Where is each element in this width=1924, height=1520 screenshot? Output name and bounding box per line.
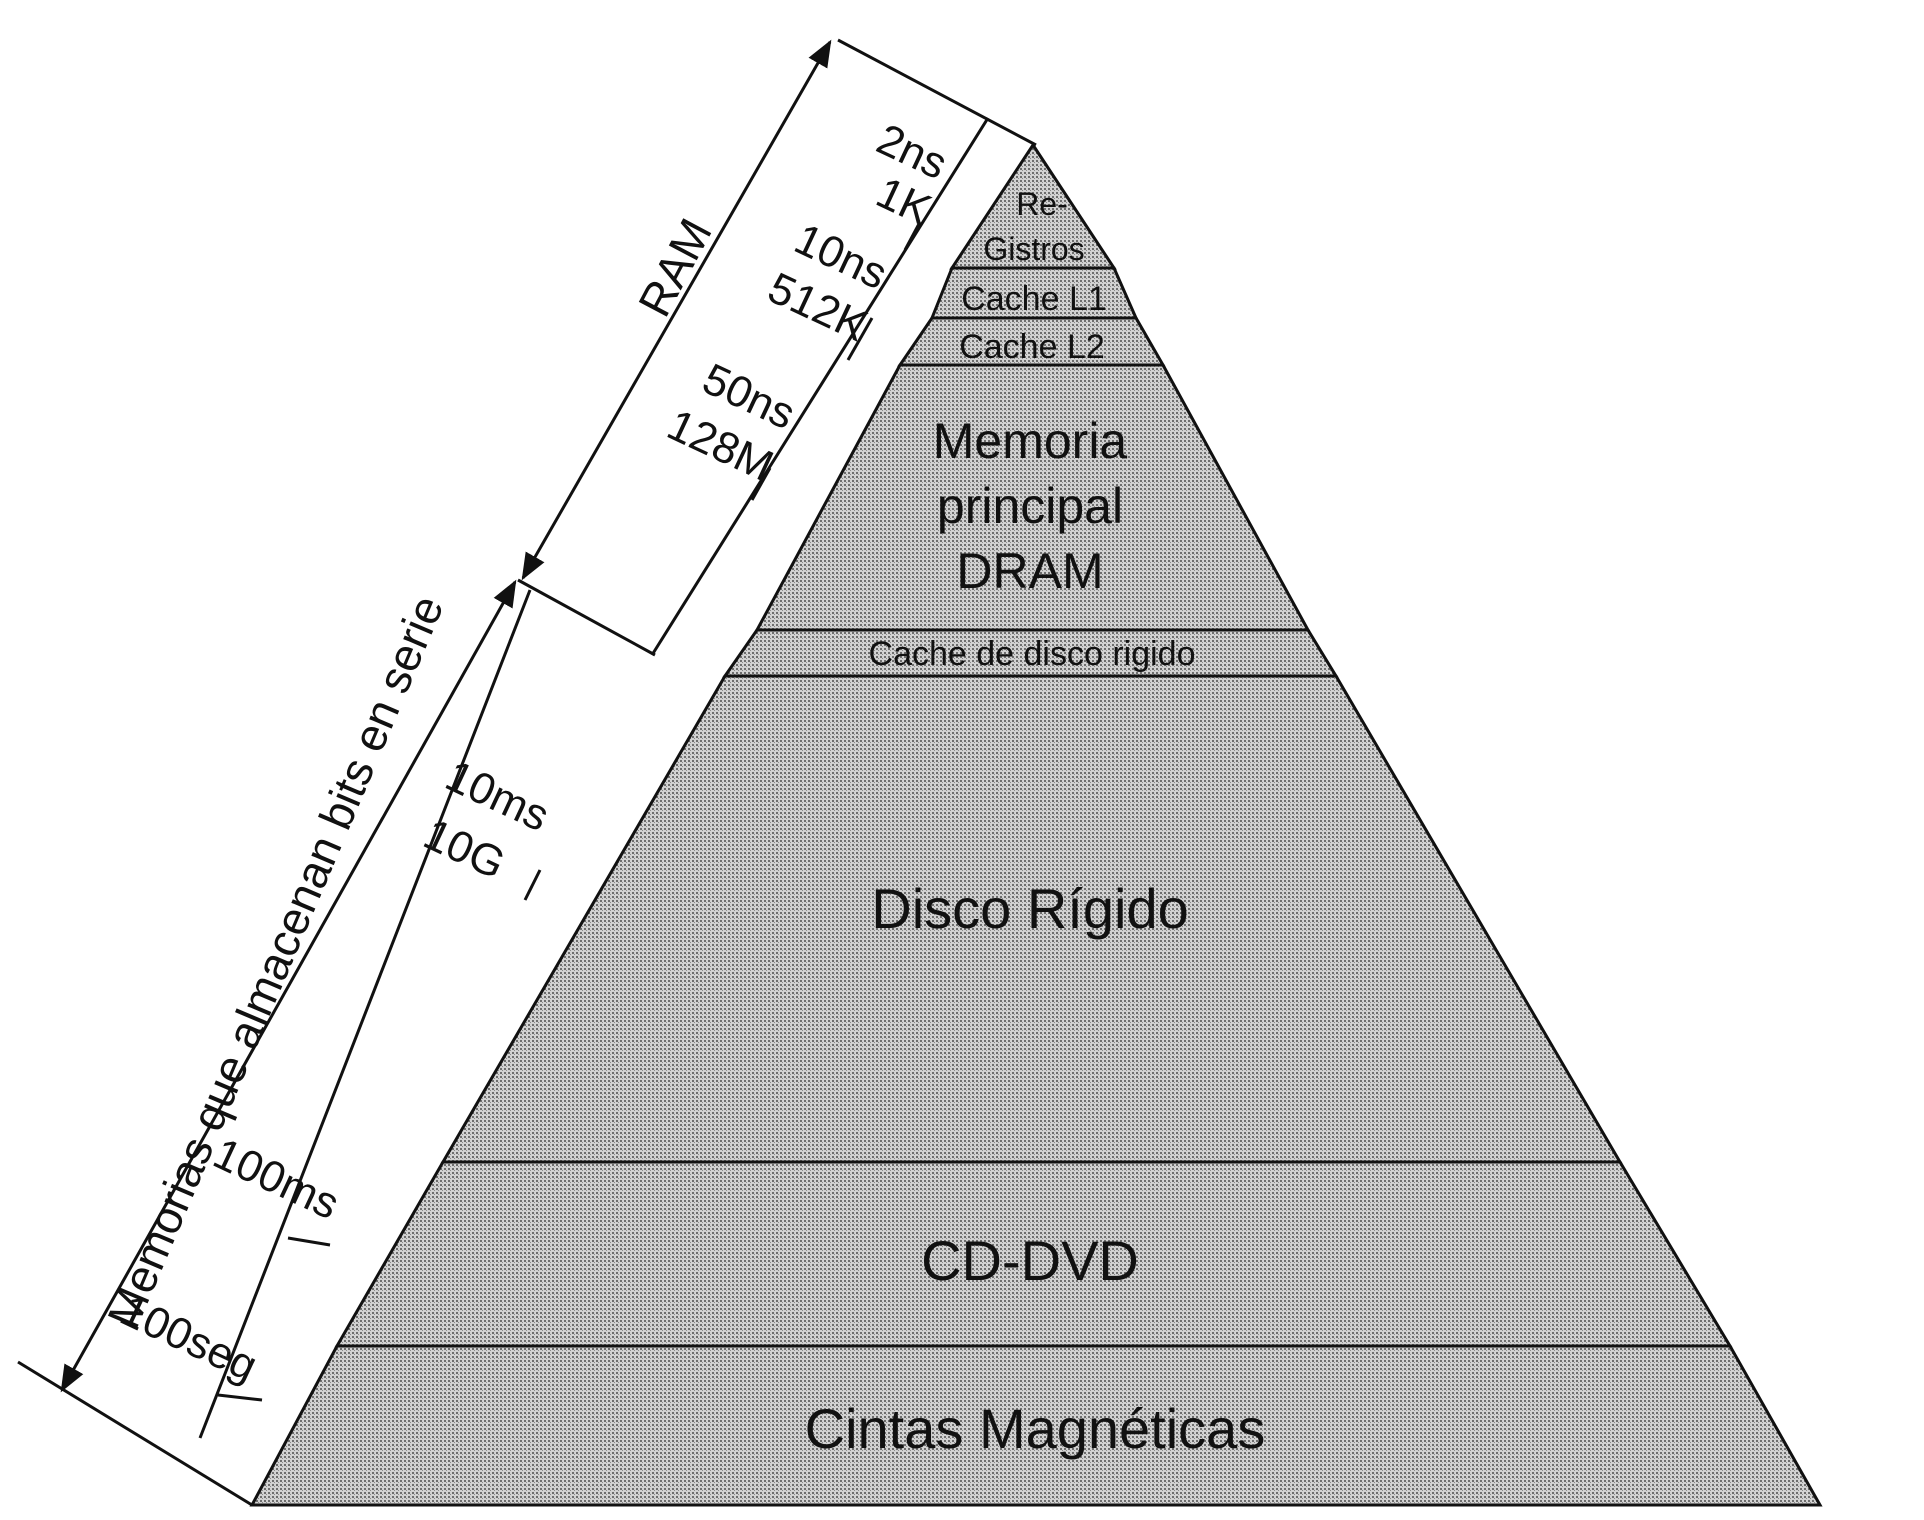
ram-range-arrow — [521, 39, 832, 581]
pyramid — [249, 142, 1823, 1507]
label-registros-line2: Gistros — [983, 231, 1084, 267]
label-memoria-line3: DRAM — [956, 543, 1103, 599]
label-memoria-line2: principal — [937, 478, 1123, 534]
label-cache-disco: Cache de disco rigido — [869, 635, 1196, 673]
label-registros-line1: Re- — [1016, 186, 1068, 222]
pyramid-labels: Re- Gistros Cache L1 Cache L2 Memoria pr… — [805, 186, 1266, 1460]
ram-divider-line — [517, 578, 656, 657]
label-cache-l2: Cache L2 — [959, 328, 1105, 366]
label-cintas: Cintas Magnéticas — [805, 1397, 1266, 1460]
label-cd-dvd: CD-DVD — [921, 1229, 1139, 1292]
spec-tick-2 — [750, 467, 772, 501]
bottom-boundary-line — [17, 1360, 253, 1507]
serial-memory-label: Memorias que almacenan bits en serie — [97, 588, 454, 1336]
side-scale — [17, 38, 1037, 1507]
spec-tick-4 — [287, 1236, 331, 1247]
spec-tick-5 — [217, 1393, 263, 1402]
spec-time-5: 100seg — [113, 1286, 265, 1391]
band-cintas — [249, 1344, 1823, 1507]
spec-tick-3 — [523, 869, 542, 901]
serial-range-arrow — [60, 579, 517, 1393]
spec-tick-1 — [846, 317, 874, 361]
spec-tick-0 — [903, 221, 922, 251]
label-disco-rigido: Disco Rígido — [871, 877, 1188, 940]
spec-time-4: 100ms — [206, 1129, 346, 1229]
label-memoria-line1: Memoria — [933, 413, 1128, 469]
ram-label: RAM — [628, 210, 722, 325]
top-boundary-line — [837, 38, 1037, 147]
label-cache-l1: Cache L1 — [961, 280, 1107, 318]
